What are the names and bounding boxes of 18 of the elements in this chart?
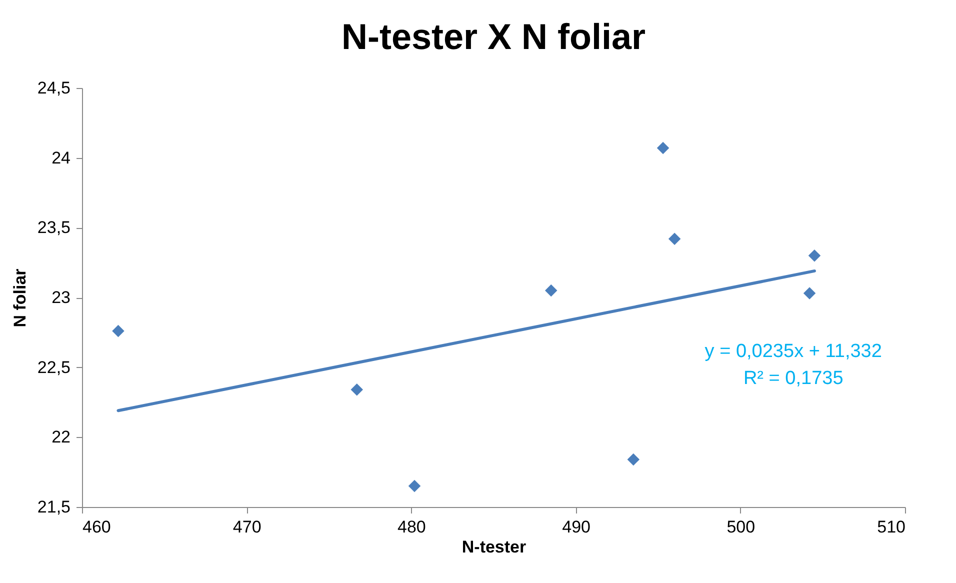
chart-title: N-tester X N foliar bbox=[341, 16, 646, 57]
x-tick-label: 480 bbox=[398, 518, 426, 536]
y-axis-title: N foliar bbox=[10, 268, 30, 328]
y-tick-label: 24 bbox=[52, 148, 70, 168]
x-tick-label: 500 bbox=[726, 518, 756, 536]
x-tick-label: 490 bbox=[562, 518, 590, 536]
y-tick-label: 23 bbox=[52, 288, 70, 307]
y-tick-label: 22,5 bbox=[37, 358, 70, 377]
x-tick-label: 470 bbox=[232, 518, 262, 536]
y-tick-label: 22 bbox=[52, 428, 70, 447]
annotation: R² = 0,1735 bbox=[743, 368, 844, 390]
x-tick-label: 460 bbox=[82, 518, 111, 536]
y-tick-label: 23,5 bbox=[37, 218, 70, 238]
x-tick-label: 510 bbox=[877, 518, 906, 536]
y-tick-label: 24,5 bbox=[37, 78, 70, 98]
annotation: y = 0,0235x + 11,332 bbox=[704, 341, 882, 362]
x-axis-title: N-tester bbox=[462, 538, 526, 556]
y-tick-label: 21,5 bbox=[37, 498, 70, 516]
